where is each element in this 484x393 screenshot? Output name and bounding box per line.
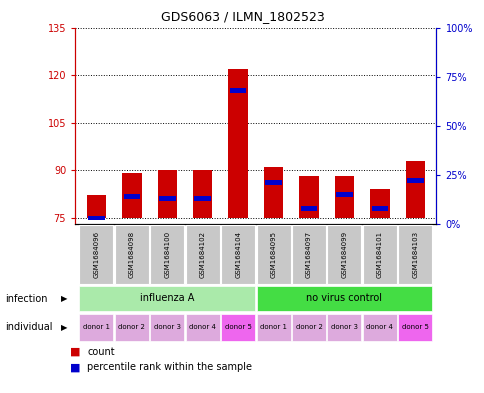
Text: donor 5: donor 5 <box>224 323 251 330</box>
Text: influenza A: influenza A <box>140 293 194 303</box>
Bar <box>221 314 255 341</box>
Text: donor 2: donor 2 <box>295 323 322 330</box>
Bar <box>362 314 396 341</box>
Bar <box>157 170 177 218</box>
Text: GSM1684095: GSM1684095 <box>270 231 276 278</box>
Text: percentile rank within the sample: percentile rank within the sample <box>87 362 252 373</box>
Text: count: count <box>87 347 115 357</box>
Bar <box>256 286 431 311</box>
Text: ▶: ▶ <box>61 323 68 332</box>
Bar <box>79 225 113 284</box>
Bar <box>159 196 175 201</box>
Bar <box>371 206 387 211</box>
Text: donor 5: donor 5 <box>401 323 428 330</box>
Bar <box>335 192 352 197</box>
Text: ▶: ▶ <box>61 294 68 303</box>
Text: donor 2: donor 2 <box>118 323 145 330</box>
Bar <box>79 314 113 341</box>
Text: donor 1: donor 1 <box>83 323 110 330</box>
Bar <box>362 225 396 284</box>
Text: GSM1684101: GSM1684101 <box>376 231 382 278</box>
Text: donor 1: donor 1 <box>259 323 287 330</box>
Bar <box>150 314 184 341</box>
Bar <box>193 170 212 218</box>
Bar <box>88 216 105 220</box>
Bar <box>229 88 246 93</box>
Text: no virus control: no virus control <box>306 293 381 303</box>
Bar <box>291 314 325 341</box>
Bar <box>228 69 247 218</box>
Bar <box>122 173 141 218</box>
Text: infection: infection <box>5 294 47 304</box>
Text: GSM1684104: GSM1684104 <box>235 231 241 278</box>
Text: GDS6063 / ILMN_1802523: GDS6063 / ILMN_1802523 <box>160 10 324 23</box>
Bar <box>115 225 149 284</box>
Bar <box>115 314 149 341</box>
Bar <box>185 314 219 341</box>
Text: GSM1684096: GSM1684096 <box>93 231 99 278</box>
Bar <box>397 314 431 341</box>
Text: GSM1684102: GSM1684102 <box>199 231 205 278</box>
Bar <box>221 225 255 284</box>
Bar <box>185 225 219 284</box>
Text: individual: individual <box>5 322 52 332</box>
Text: GSM1684100: GSM1684100 <box>164 231 170 278</box>
Bar <box>291 225 325 284</box>
Bar <box>150 225 184 284</box>
Text: GSM1684097: GSM1684097 <box>305 231 311 278</box>
Bar <box>256 314 290 341</box>
Bar <box>406 178 423 183</box>
Bar <box>397 225 431 284</box>
Bar <box>327 314 361 341</box>
Text: GSM1684103: GSM1684103 <box>411 231 417 278</box>
Bar <box>405 161 424 218</box>
Bar <box>79 286 255 311</box>
Bar <box>194 196 211 201</box>
Bar <box>300 206 317 211</box>
Text: donor 4: donor 4 <box>189 323 216 330</box>
Bar <box>265 180 281 185</box>
Text: ■: ■ <box>70 347 81 357</box>
Bar <box>334 176 353 218</box>
Bar <box>123 194 140 199</box>
Text: donor 4: donor 4 <box>365 323 393 330</box>
Text: donor 3: donor 3 <box>153 323 181 330</box>
Bar <box>369 189 389 218</box>
Bar <box>327 225 361 284</box>
Bar <box>87 195 106 218</box>
Text: ■: ■ <box>70 362 81 373</box>
Bar <box>263 167 283 218</box>
Text: GSM1684098: GSM1684098 <box>129 231 135 278</box>
Text: donor 3: donor 3 <box>330 323 357 330</box>
Bar <box>299 176 318 218</box>
Text: GSM1684099: GSM1684099 <box>341 231 347 278</box>
Bar <box>256 225 290 284</box>
